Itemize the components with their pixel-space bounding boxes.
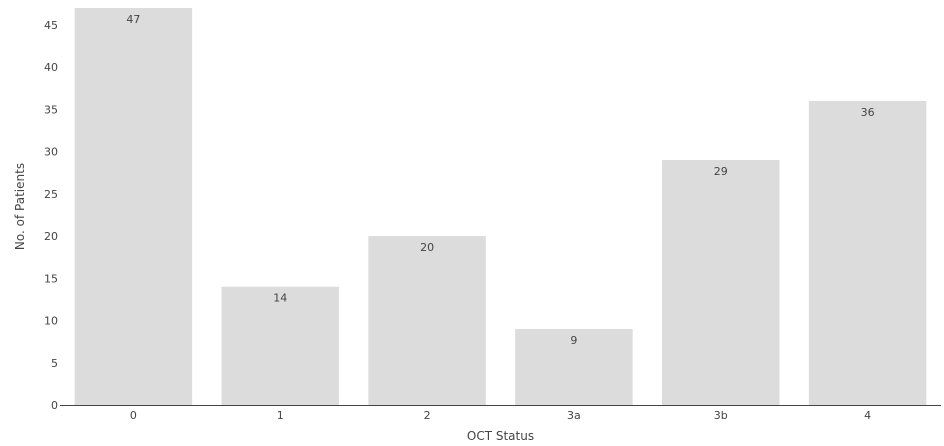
y-tick-label-10: 10 [44, 315, 58, 328]
data-label-3b: 29 [714, 165, 728, 178]
x-tick-label-3b: 3b [714, 409, 728, 422]
bar-3a [515, 328, 633, 405]
x-tick-labels-group: 0 1 2 3a 3b 4 [130, 409, 871, 422]
y-tick-label-5: 5 [51, 357, 58, 370]
x-tick-label-2: 2 [424, 409, 431, 422]
y-tick-label-20: 20 [44, 230, 58, 243]
y-tick-label-25: 25 [44, 188, 58, 201]
bar-4 [808, 100, 927, 406]
x-tick-label-0: 0 [130, 409, 137, 422]
data-labels-group: 47 14 20 9 29 36 [126, 13, 874, 347]
y-tick-label-40: 40 [44, 61, 58, 74]
bar-0 [74, 8, 193, 405]
x-tick-label-4: 4 [864, 409, 871, 422]
y-tick-label-15: 15 [44, 272, 58, 285]
y-tick-label-30: 30 [44, 146, 58, 159]
bar-3b [662, 160, 780, 405]
data-label-3a: 9 [570, 334, 577, 347]
y-tick-label-0: 0 [51, 399, 58, 412]
x-tick-label-3a: 3a [567, 409, 581, 422]
y-tick-label-35: 35 [44, 103, 58, 116]
data-label-0: 47 [126, 13, 140, 26]
bar-1 [221, 286, 339, 405]
x-axis-title: OCT Status [467, 429, 534, 443]
y-tick-label-45: 45 [44, 19, 58, 32]
y-axis-title: No. of Patients [13, 163, 27, 250]
bar-2 [368, 236, 486, 405]
y-tick-labels-group: 0 5 10 15 20 25 30 35 40 45 [44, 19, 58, 412]
x-tick-label-1: 1 [277, 409, 284, 422]
data-label-2: 20 [420, 241, 434, 254]
data-label-4: 36 [861, 106, 875, 119]
bars-group [74, 8, 927, 406]
data-label-1: 14 [273, 292, 287, 305]
